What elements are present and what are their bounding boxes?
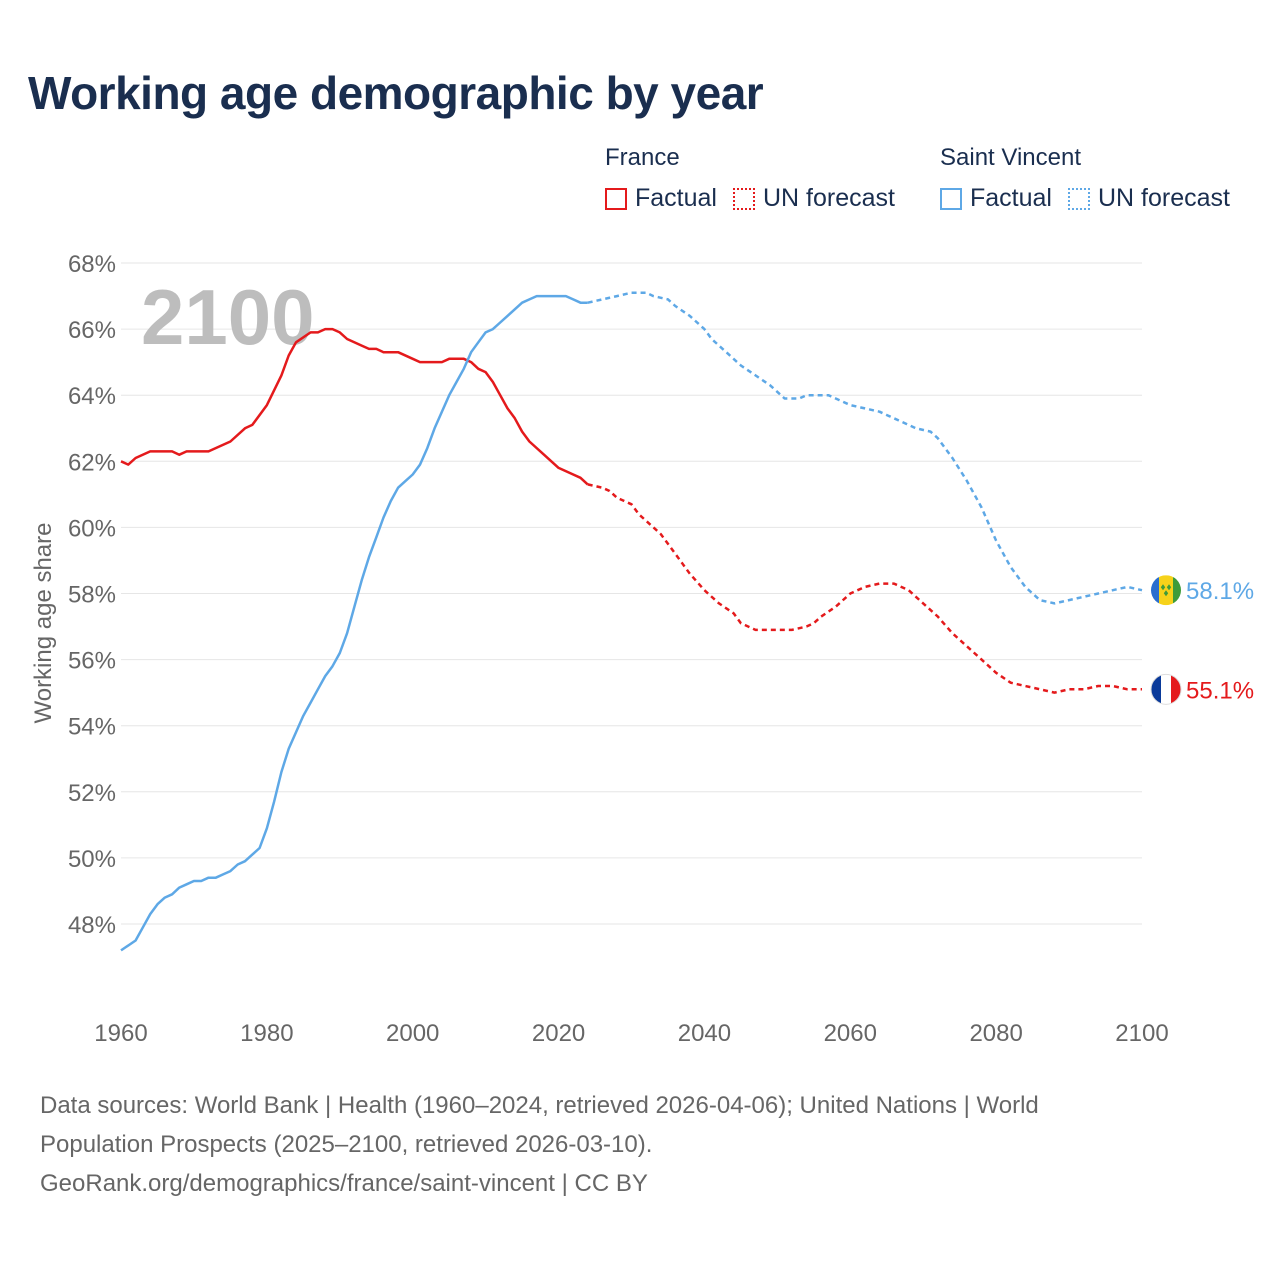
x-tick-label: 1960 [94,1020,147,1047]
france-flag-icon [1151,674,1181,705]
end-value-label: 55.1% [1186,677,1254,704]
x-tick-label: 2000 [386,1020,439,1047]
legend-swatch-dotted [732,187,755,210]
legend-label: UN forecast [762,184,895,212]
legend-swatch-solid [940,187,962,210]
y-tick-label: 56% [68,648,116,675]
line-chart: 48% 50% 52% 54% 56% 58% 60% 62% 64% 66% 68% 1960 198… [30,251,1254,1047]
chart-title: Working age demographic by year [28,67,764,119]
legend-item-france-forecast[interactable]: UN forecast [732,184,895,213]
sources-line-1: Data sources: World Bank | Health (1960–… [40,1092,1039,1119]
x-tick-label: 2100 [1115,1020,1168,1047]
legend-label: Factual [970,184,1052,212]
x-tick-label: 2040 [678,1020,731,1047]
x-tick-label: 2080 [969,1020,1022,1047]
y-axis-label: Working age share [30,523,57,724]
y-tick-label: 54% [68,714,116,741]
y-tick-label: 64% [68,383,116,410]
saint-vincent-flag-icon [1151,575,1181,606]
legend-group-title: Saint Vincent [940,144,1081,171]
legend-swatch-solid [605,187,627,210]
y-tick-label: 68% [68,251,116,278]
year-watermark: 2100 [141,273,315,361]
y-tick-label: 50% [68,846,116,873]
legend-group-saint-vincent: Saint Vincent Factual UN forecast [940,144,1246,213]
series-line-saint-vincent-forecast[interactable] [587,291,1143,605]
sources-line-2: Population Prospects (2025–2100, retriev… [40,1131,653,1158]
x-tick-label: 2020 [532,1020,585,1047]
legend-label: UN forecast [1097,184,1230,212]
sources-line-3[interactable]: GeoRank.org/demographics/france/saint-vi… [40,1170,648,1197]
y-tick-label: 66% [68,317,116,344]
flag-outline [1150,673,1182,705]
series-line-france-forecast[interactable] [587,483,1142,694]
y-tick-label: 60% [68,515,116,542]
series-line-saint-vincent-factual[interactable] [120,294,588,952]
y-tick-label: 52% [68,780,116,807]
y-tick-label: 48% [68,912,116,939]
y-tick-label: 58% [68,582,116,609]
legend-group-france: France Factual UN forecast [605,144,911,213]
legend-label: Factual [635,184,717,212]
series-line-france-factual[interactable] [120,327,589,486]
legend-item-saint-vincent-forecast[interactable]: UN forecast [1067,184,1230,213]
x-tick-label: 1980 [240,1020,293,1047]
y-tick-label: 62% [68,449,116,476]
end-value-label: 58.1% [1186,578,1254,605]
legend-swatch-dotted [1067,187,1090,210]
legend-item-saint-vincent-factual[interactable]: Factual [940,184,1052,213]
legend-group-title: France [605,144,680,171]
data-sources: Data sources: World Bank | Health (1960–… [40,1086,1240,1203]
legend-item-france-factual[interactable]: Factual [605,184,717,213]
x-tick-label: 2060 [824,1020,877,1047]
